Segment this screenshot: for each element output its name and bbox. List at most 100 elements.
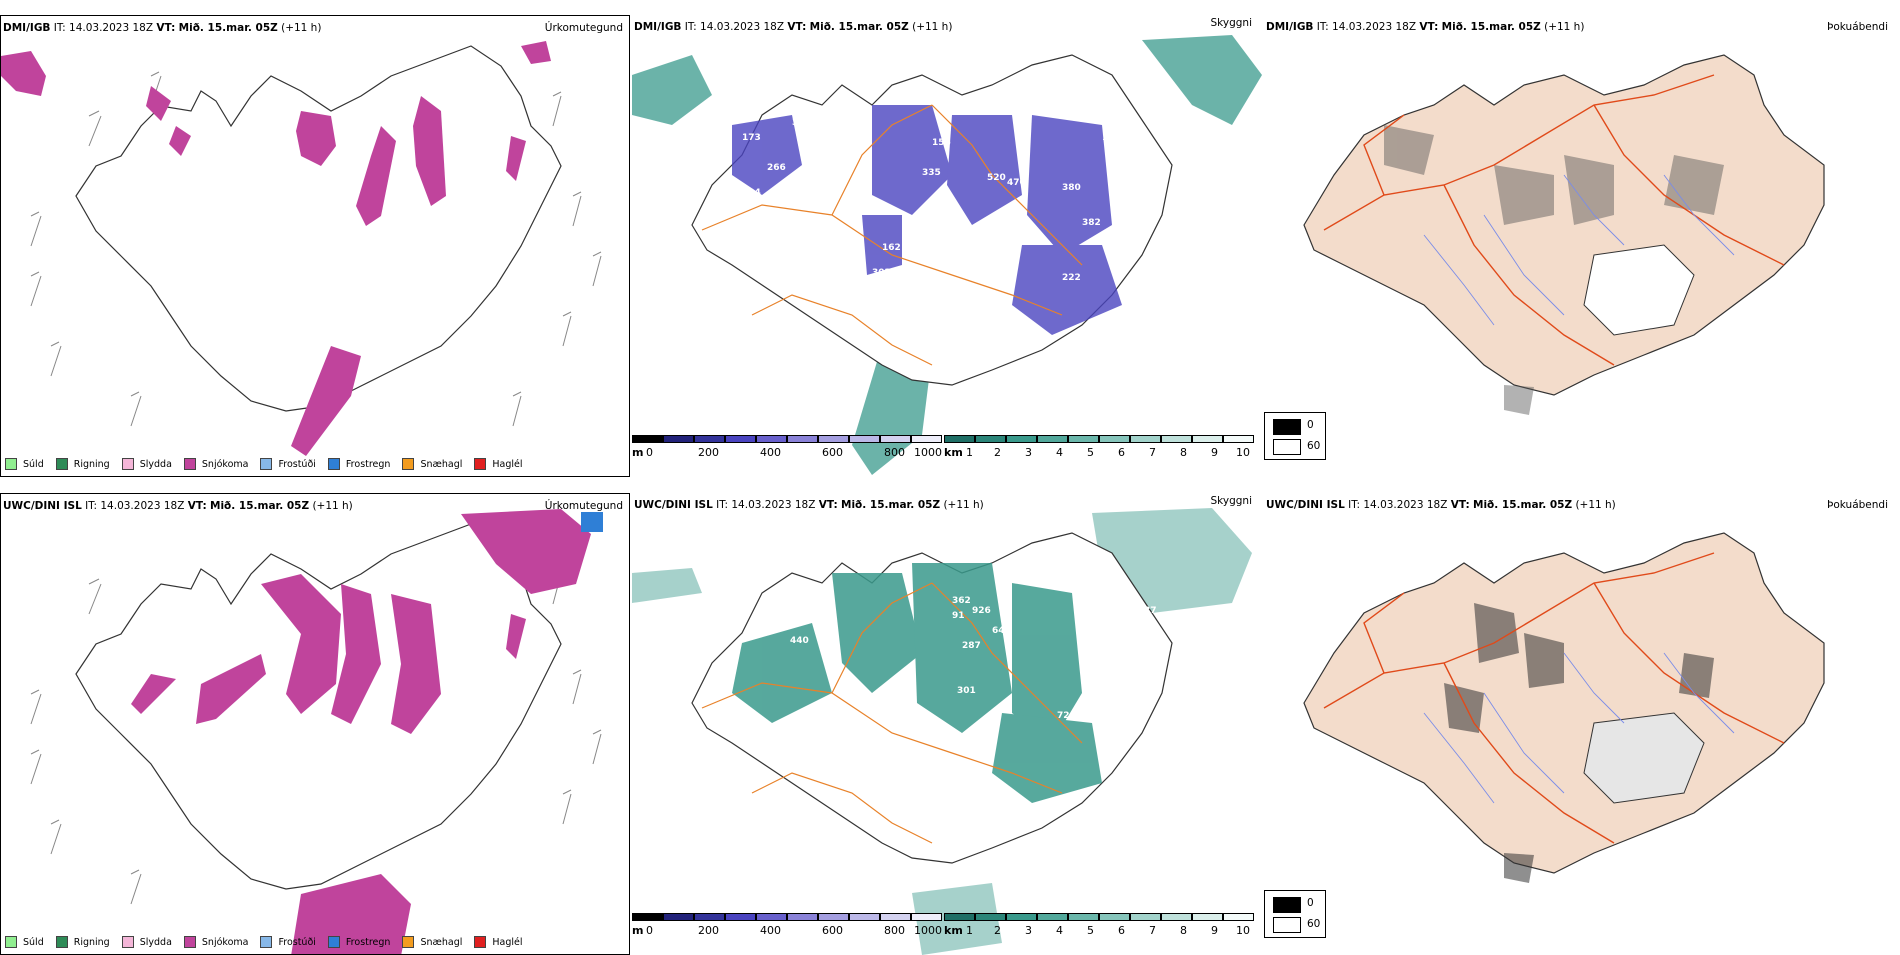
visibility-map-canvas: 173 391 104 143 279 266 302 162 150 335 … [632, 35, 1262, 475]
wind-barbs [30, 569, 602, 905]
iceland-outline [75, 523, 562, 890]
ceiling-label: 520 [987, 173, 1006, 183]
legend-item: Súld [5, 458, 44, 470]
panel-type-label: Skyggni [1210, 495, 1253, 507]
ceiling-labels: 173 391 104 143 279 266 302 162 150 335 … [722, 118, 1191, 283]
legend-item: Rigning [55, 936, 110, 948]
ceiling-label: 287 [962, 641, 981, 651]
ceiling-label: 173 [742, 133, 761, 143]
ceiling-label: 302 [872, 268, 891, 278]
legend-item: Haglél [474, 458, 523, 470]
ceiling-label: 91 [952, 611, 965, 621]
ceiling-label: 194 [897, 691, 916, 701]
panel-type-label: Þokuábendi [1827, 21, 1888, 33]
low-vis-overland [732, 563, 1102, 803]
roads [701, 104, 1083, 366]
precip-type-map-uwc: UWC/DINI ISL IT: 14.03.2023 18Z VT: Mið.… [0, 493, 630, 955]
precip-type-legend: Súld Rigning Slydda Snjókoma Frostúði Fr… [5, 936, 523, 948]
legend-item: Snjókoma [183, 458, 248, 470]
precip-type-map-canvas [1, 41, 602, 456]
ceiling-label: 643 [992, 626, 1011, 636]
panel-type-label: Úrkomutegund [544, 500, 623, 512]
ceiling-label: 301 [957, 686, 976, 696]
fog-legend: 0 60 [1264, 890, 1326, 938]
ceiling-label: 440 [790, 636, 809, 646]
rivers [1423, 174, 1735, 326]
panel-type-label: Úrkomutegund [544, 22, 623, 34]
ceiling-label: 362 [952, 596, 971, 606]
ceiling-label: 279 [812, 223, 831, 233]
fog-indicator-map-dmi: DMI/IGB IT: 14.03.2023 18Z VT: Mið. 15.m… [1264, 15, 1894, 477]
legend-item: Slydda [121, 458, 172, 470]
roads [1323, 74, 1785, 366]
ceiling-colorbar: m 0 200 400 600 800 1000 [632, 435, 942, 463]
iceland-outline [1303, 54, 1825, 396]
panel-type-label: Þokuábendi [1827, 499, 1888, 511]
freezing-rain-area [581, 512, 603, 532]
panel-header: UWC/DINI ISL IT: 14.03.2023 18Z VT: Mið.… [1266, 499, 1616, 511]
ceiling-labels: 362 91 926 643 287 440 194 301 72 169 37… [790, 596, 1195, 726]
roads [1323, 552, 1785, 844]
legend-item: Slydda [121, 936, 172, 948]
ceiling-label: 104 [742, 188, 761, 198]
fog-indicator-map-uwc: UWC/DINI ISL IT: 14.03.2023 18Z VT: Mið.… [1264, 493, 1894, 955]
fog-shading [1444, 603, 1714, 883]
panel-header: DMI/IGB IT: 14.03.2023 18Z VT: Mið. 15.m… [1266, 21, 1585, 33]
ceiling-label: 258 [1127, 158, 1146, 168]
ceiling-label: 391 [792, 118, 811, 128]
glacier [1583, 244, 1695, 336]
ceiling-label: 156 [932, 138, 951, 148]
legend-item: Rigning [55, 458, 110, 470]
panel-header: DMI/IGB IT: 14.03.2023 18Z VT: Mið. 15.m… [634, 21, 953, 33]
ceiling-label: 150 [952, 238, 971, 248]
visibility-colorbar: km 1 2 3 4 5 6 7 8 9 10 [944, 913, 1254, 941]
fog-map-canvas [1303, 532, 1825, 883]
snow-areas [131, 509, 591, 954]
visibility-map-dmi: 173 391 104 143 279 266 302 162 150 335 … [632, 15, 1262, 477]
ceiling-label: 470 [1007, 178, 1026, 188]
ceiling-label: 222 [1062, 273, 1081, 283]
glacier [1583, 712, 1705, 804]
legend-item: Frostregn [327, 936, 390, 948]
ceiling-label: 143 [722, 233, 741, 243]
legend-item: Súld [5, 936, 44, 948]
ceiling-label: 161 [1102, 133, 1121, 143]
legend-item: Frostúði [260, 458, 316, 470]
legend-item: Frostregn [327, 458, 390, 470]
roads [701, 582, 1083, 844]
ceiling-label: 38 [1182, 626, 1195, 636]
ceiling-areas [732, 105, 1122, 335]
panel-type-label: Skyggni [1210, 17, 1253, 29]
legend-item: Snæhagl [402, 458, 462, 470]
snow-areas [1, 41, 551, 456]
visibility-colorbar: km 1 2 3 4 5 6 7 8 9 10 [944, 435, 1254, 463]
ceiling-label: 72 [1057, 711, 1070, 721]
ceiling-label: 382 [1082, 218, 1101, 228]
precip-type-map-dmi: DMI/IGB IT: 14.03.2023 18Z VT: Mið. 15.m… [0, 15, 630, 477]
ceiling-label: 227 [1172, 153, 1191, 163]
visibility-map-canvas: 362 91 926 643 287 440 194 301 72 169 37… [632, 508, 1252, 955]
ceiling-label: 169 [1112, 716, 1131, 726]
ceiling-label: 926 [972, 606, 991, 616]
visibility-map-uwc: 362 91 926 643 287 440 194 301 72 169 37… [632, 493, 1262, 955]
precip-type-legend: Súld Rigning Slydda Snjókoma Frostúði Fr… [5, 458, 523, 470]
ceiling-label: 162 [882, 243, 901, 253]
fog-shading [1384, 125, 1724, 415]
legend-item: Frostúði [260, 936, 316, 948]
rivers [1423, 652, 1735, 804]
ceiling-label: 380 [1062, 183, 1081, 193]
iceland-outline [1303, 532, 1825, 874]
panel-header: UWC/DINI ISL IT: 14.03.2023 18Z VT: Mið.… [634, 499, 984, 511]
ceiling-colorbar: m 0 200 400 600 800 1000 [632, 913, 942, 941]
ceiling-label: 37 [1144, 606, 1157, 616]
fog-legend: 0 60 [1264, 412, 1326, 460]
panel-header: DMI/IGB IT: 14.03.2023 18Z VT: Mið. 15.m… [3, 22, 322, 34]
precip-type-map-canvas [30, 509, 603, 954]
panel-header: UWC/DINI ISL IT: 14.03.2023 18Z VT: Mið.… [3, 500, 353, 512]
legend-item: Snæhagl [402, 936, 462, 948]
ceiling-label: 266 [767, 163, 786, 173]
ceiling-label: 139 [1112, 258, 1131, 268]
legend-item: Snjókoma [183, 936, 248, 948]
fog-map-canvas [1303, 54, 1825, 415]
ceiling-label: 206 [1102, 238, 1121, 248]
